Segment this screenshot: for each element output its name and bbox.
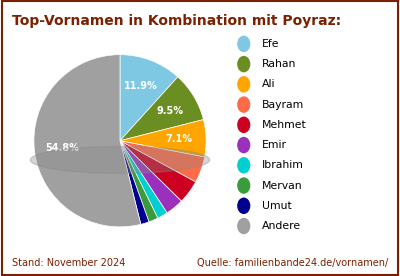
Circle shape (238, 36, 250, 51)
Text: Ibrahim: Ibrahim (262, 160, 304, 170)
Circle shape (238, 178, 250, 193)
Text: Bayram: Bayram (262, 100, 304, 110)
Text: 54.8%: 54.8% (45, 143, 79, 153)
Text: Mervan: Mervan (262, 181, 303, 190)
Circle shape (238, 117, 250, 132)
Wedge shape (120, 120, 206, 157)
Text: Quelle: familienbande24.de/vornamen/: Quelle: familienbande24.de/vornamen/ (197, 258, 388, 268)
Text: Emir: Emir (262, 140, 287, 150)
Wedge shape (34, 55, 141, 227)
Wedge shape (120, 141, 196, 201)
Circle shape (238, 219, 250, 233)
Circle shape (238, 97, 250, 112)
Wedge shape (120, 141, 167, 218)
Wedge shape (120, 141, 182, 213)
Text: 7.1%: 7.1% (165, 134, 192, 144)
Circle shape (238, 137, 250, 153)
Circle shape (238, 77, 250, 92)
Wedge shape (120, 55, 178, 141)
Circle shape (238, 57, 250, 72)
Wedge shape (120, 77, 204, 141)
Text: Mehmet: Mehmet (262, 120, 307, 130)
Text: 11.9%: 11.9% (124, 81, 158, 91)
Circle shape (238, 158, 250, 173)
Wedge shape (120, 141, 149, 224)
Text: Stand: November 2024: Stand: November 2024 (12, 258, 125, 268)
Wedge shape (120, 141, 158, 222)
Text: 9.5%: 9.5% (157, 105, 184, 116)
Text: Umut: Umut (262, 201, 292, 211)
Text: Rahan: Rahan (262, 59, 297, 69)
Text: Andere: Andere (262, 221, 301, 231)
Circle shape (238, 198, 250, 213)
Text: Ali: Ali (262, 79, 276, 89)
Text: Efe: Efe (262, 39, 280, 49)
Ellipse shape (30, 147, 210, 173)
Text: Top-Vornamen in Kombination mit Poyraz:: Top-Vornamen in Kombination mit Poyraz: (12, 14, 341, 28)
Wedge shape (120, 141, 204, 182)
